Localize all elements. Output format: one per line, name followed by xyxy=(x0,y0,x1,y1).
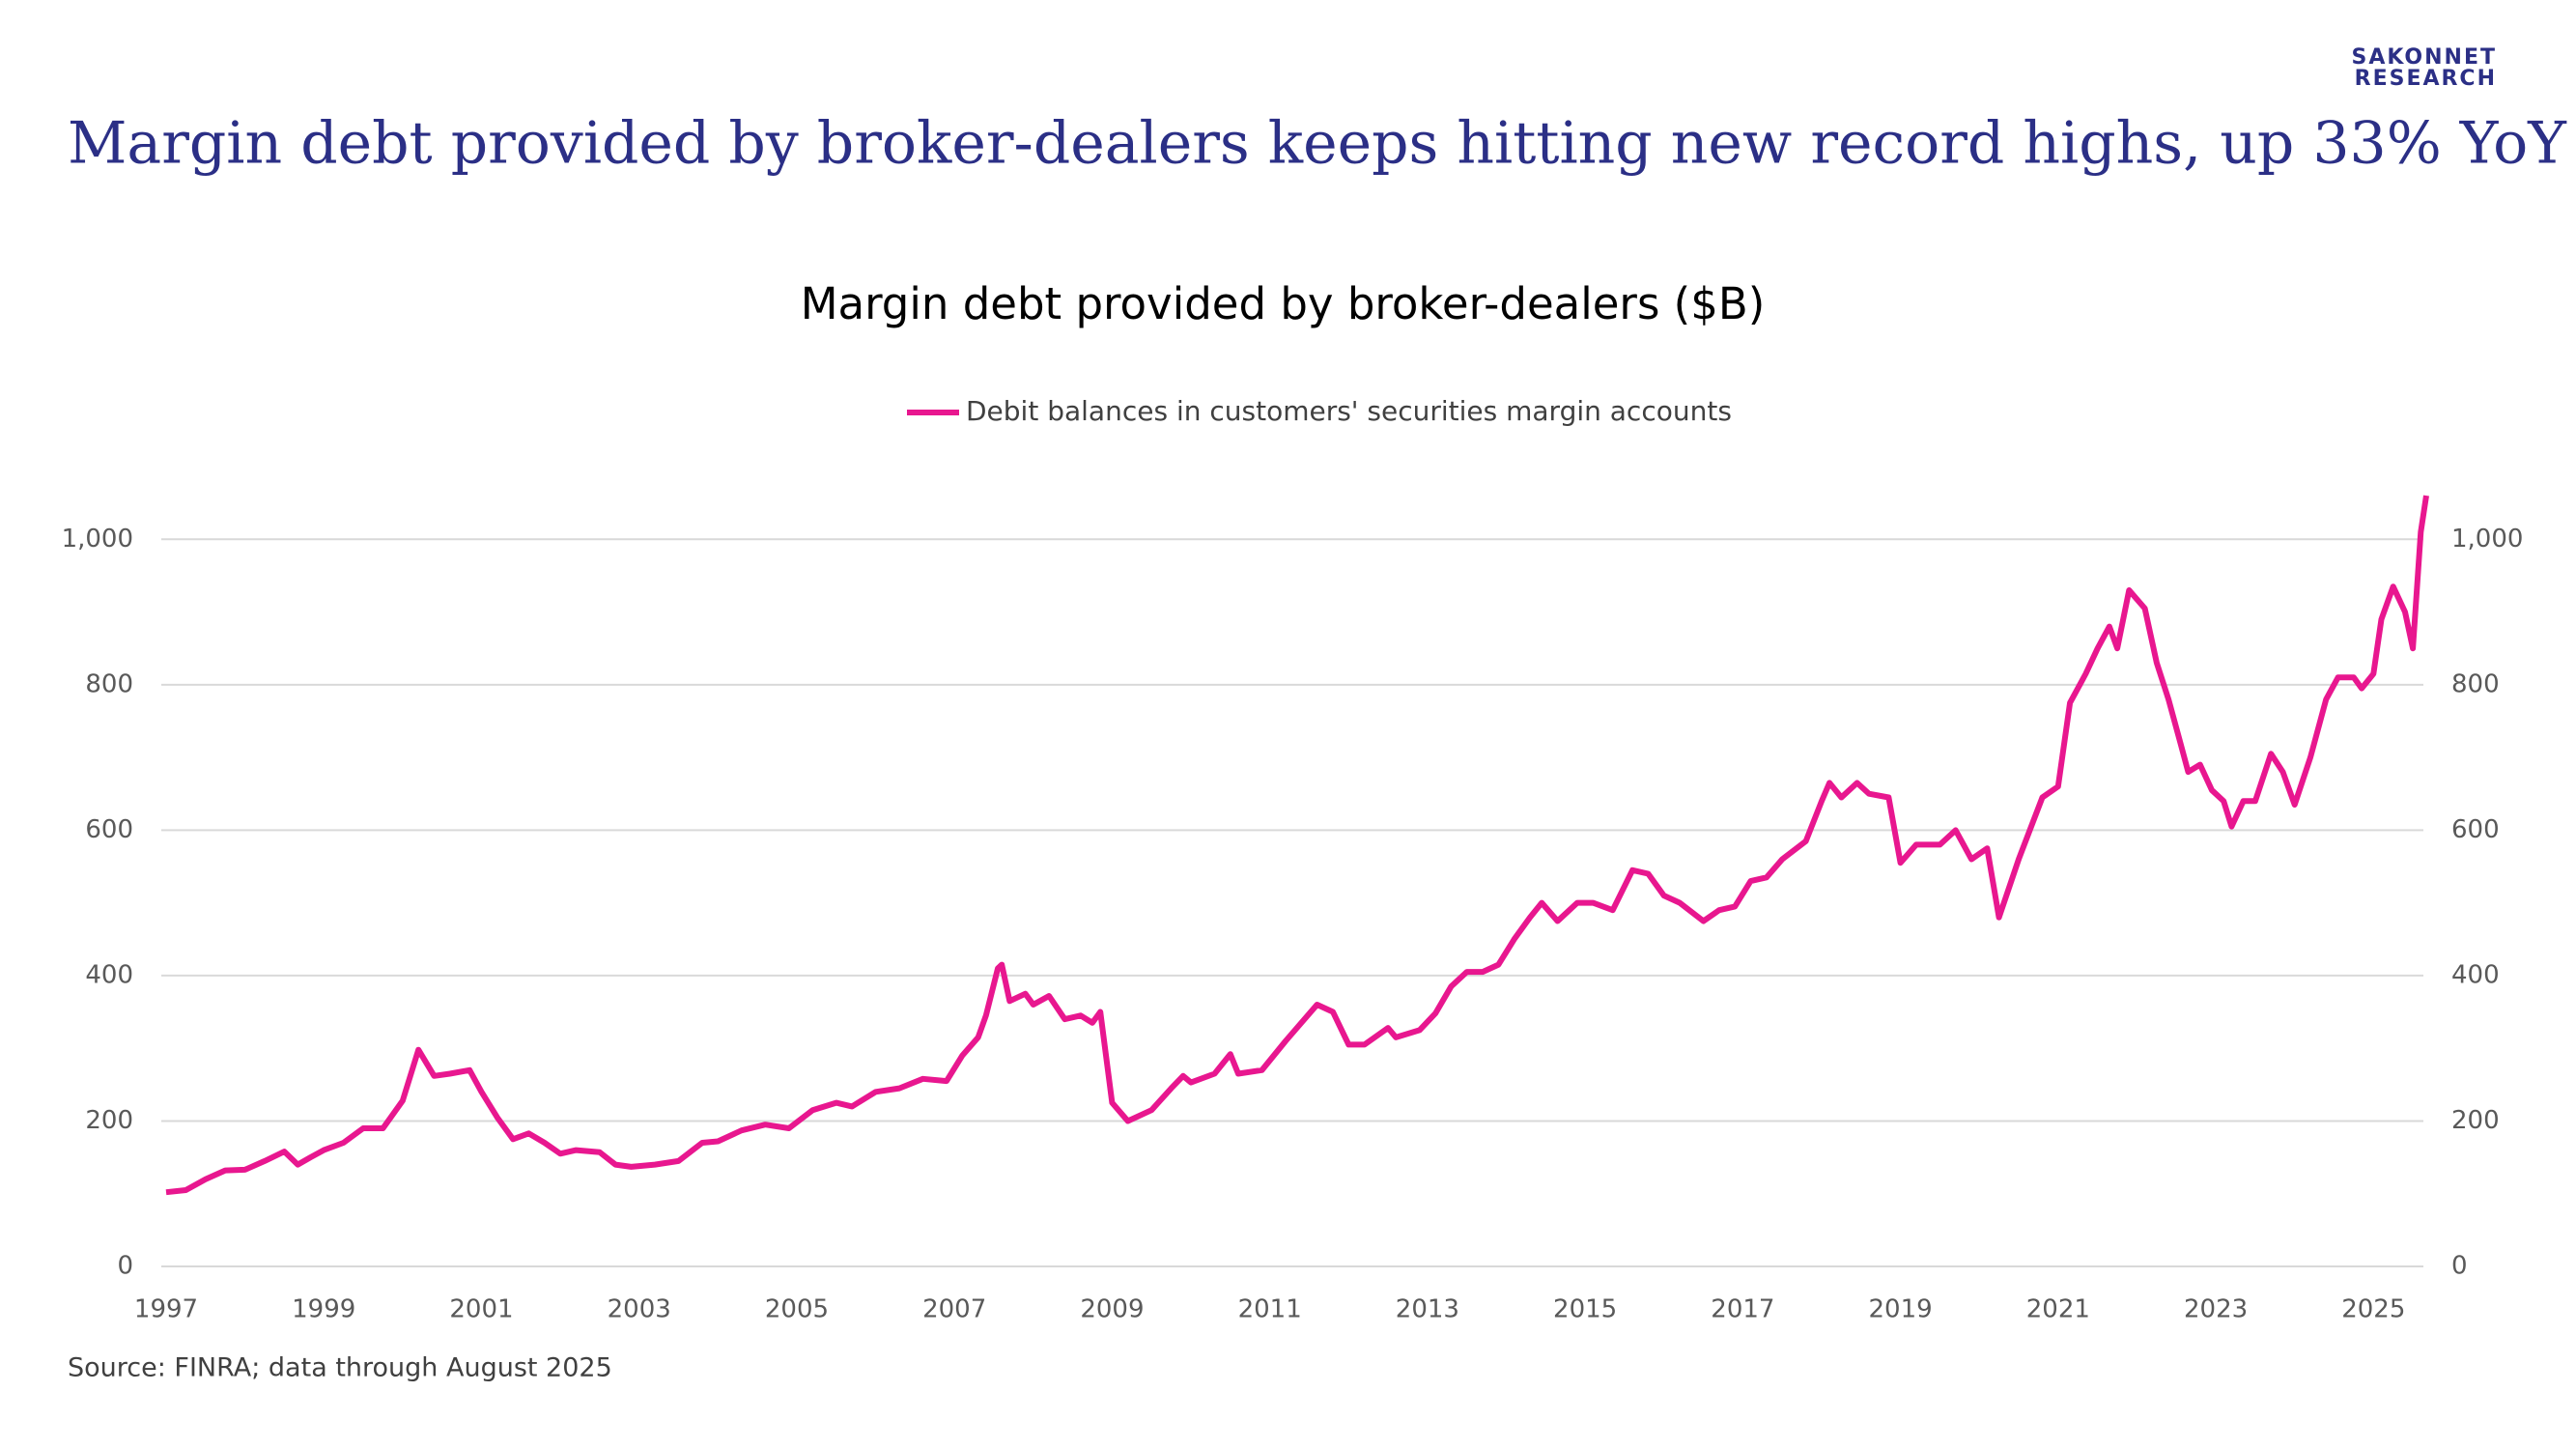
x-tick-label: 2021 xyxy=(2026,1295,2090,1324)
y2-tick-label: 600 xyxy=(2451,815,2500,844)
x-tick-label: 1997 xyxy=(134,1295,198,1324)
x-tick-label: 2017 xyxy=(1711,1295,1774,1324)
slide-title: Margin debt provided by broker-dealers k… xyxy=(68,110,2567,178)
x-tick-label: 2011 xyxy=(1238,1295,1302,1324)
source: Source: FINRA; data through August 2025 xyxy=(68,1353,612,1383)
x-tick-label: 2023 xyxy=(2184,1295,2248,1324)
logo: RESEARCH xyxy=(2355,67,2497,91)
x-tick-label: 2019 xyxy=(1869,1295,1933,1324)
y2-tick-label: 0 xyxy=(2451,1252,2468,1281)
x-tick-label: 2025 xyxy=(2341,1295,2405,1324)
y-tick-label: 1,000 xyxy=(62,525,133,554)
x-tick-label: 2015 xyxy=(1553,1295,1617,1324)
logo: SAKONNET xyxy=(2352,45,2498,70)
y-tick-label: 0 xyxy=(117,1252,133,1281)
y2-tick-label: 1,000 xyxy=(2451,525,2523,554)
x-tick-label: 2003 xyxy=(608,1295,671,1324)
x-tick-label: 2013 xyxy=(1396,1295,1459,1324)
y2-tick-label: 800 xyxy=(2451,669,2500,698)
y2-tick-label: 400 xyxy=(2451,960,2500,989)
y2-tick-label: 200 xyxy=(2451,1106,2500,1135)
y-tick-label: 800 xyxy=(85,669,133,698)
legend-label: Debit balances in customers' securities … xyxy=(966,395,1732,427)
x-tick-label: 2009 xyxy=(1080,1295,1144,1324)
y-tick-label: 400 xyxy=(85,960,133,989)
x-tick-label: 2007 xyxy=(922,1295,986,1324)
x-tick-label: 2005 xyxy=(765,1295,829,1324)
y-tick-label: 600 xyxy=(85,815,133,844)
x-tick-label: 1999 xyxy=(292,1295,355,1324)
x-tick-label: 2001 xyxy=(449,1295,513,1324)
chart-title: Margin debt provided by broker-dealers (… xyxy=(801,278,1766,329)
y-tick-label: 200 xyxy=(85,1106,133,1135)
data-line xyxy=(165,495,2429,1196)
